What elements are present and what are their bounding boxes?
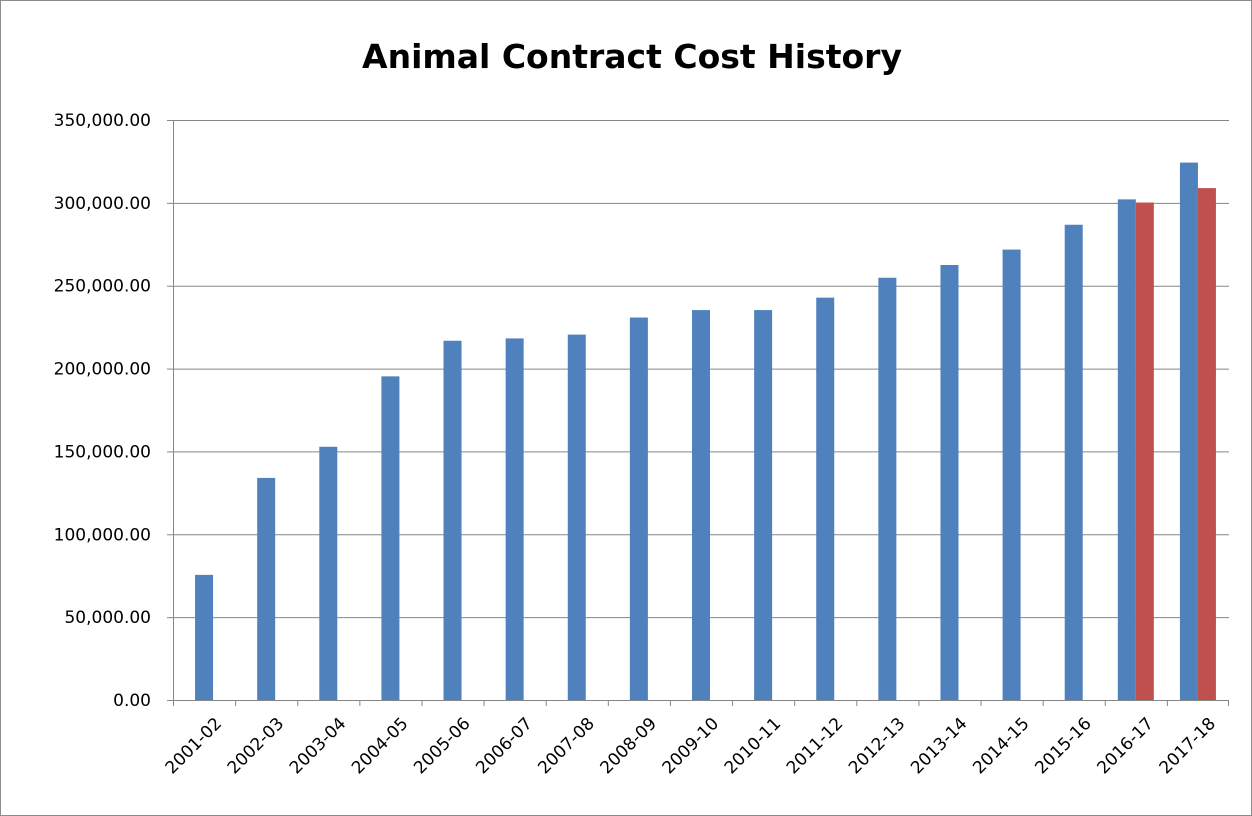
x-tick-label: 2001-02 <box>162 714 226 778</box>
x-tick-label: 2017-18 <box>1156 714 1220 778</box>
x-tick-label: 2016-17 <box>1093 714 1157 778</box>
bar-2010-11-series-1 <box>754 310 773 700</box>
bar-2015-16-series-1 <box>1064 224 1083 700</box>
x-tick-label: 2014-15 <box>969 714 1033 778</box>
bar-2012-13-series-1 <box>878 277 897 700</box>
y-tick-label: 300,000.00 <box>54 194 151 214</box>
x-tick-label: 2003-04 <box>286 714 350 778</box>
bar-2009-10-series-1 <box>692 310 710 700</box>
bar-2016-17-series-1 <box>1117 199 1136 700</box>
x-tick-label: 2012-13 <box>845 714 909 778</box>
bar-2008-09-series-1 <box>629 317 648 700</box>
y-tick-label: 200,000.00 <box>54 360 151 380</box>
bar-2007-08-series-1 <box>567 334 586 700</box>
bar-2014-15-series-1 <box>1002 249 1021 701</box>
y-tick-label: 0.00 <box>113 691 151 711</box>
x-tick-label: 2002-03 <box>224 714 288 778</box>
x-tick-label: 2013-14 <box>907 714 971 778</box>
chart-title: Animal Contract Cost History <box>362 37 902 76</box>
bar-2001-02-series-1 <box>195 574 214 700</box>
x-tick-label: 2011-12 <box>783 714 847 778</box>
x-tick-label: 2005-06 <box>410 714 474 778</box>
x-tick-label: 2010-11 <box>721 714 785 778</box>
x-tick-label: 2004-05 <box>348 714 412 778</box>
bar-2013-14-series-1 <box>940 265 959 700</box>
bar-2004-05-series-1 <box>381 376 400 700</box>
bar-2006-07-series-1 <box>505 338 524 700</box>
bar-2002-03-series-1 <box>257 477 276 700</box>
x-tick-label: 2008-09 <box>597 714 661 778</box>
x-tick-label: 2006-07 <box>472 714 536 778</box>
x-tick-label: 2009-10 <box>659 714 723 778</box>
bar-2017-18-series-2 <box>1197 188 1216 700</box>
bar-2005-06-series-1 <box>443 340 462 700</box>
bar-2017-18-series-1 <box>1179 162 1198 701</box>
x-tick-label: 2007-08 <box>534 714 598 778</box>
bar-2011-12-series-1 <box>816 297 835 700</box>
y-tick-label: 250,000.00 <box>54 277 151 297</box>
y-tick-label: 350,000.00 <box>54 111 151 131</box>
y-tick-label: 150,000.00 <box>54 442 151 462</box>
x-tick-label: 2015-16 <box>1031 714 1095 778</box>
y-tick-label: 50,000.00 <box>64 608 151 628</box>
bar-2003-04-series-1 <box>319 446 338 700</box>
y-tick-label: 100,000.00 <box>54 525 151 545</box>
bar-2016-17-series-2 <box>1135 202 1154 701</box>
